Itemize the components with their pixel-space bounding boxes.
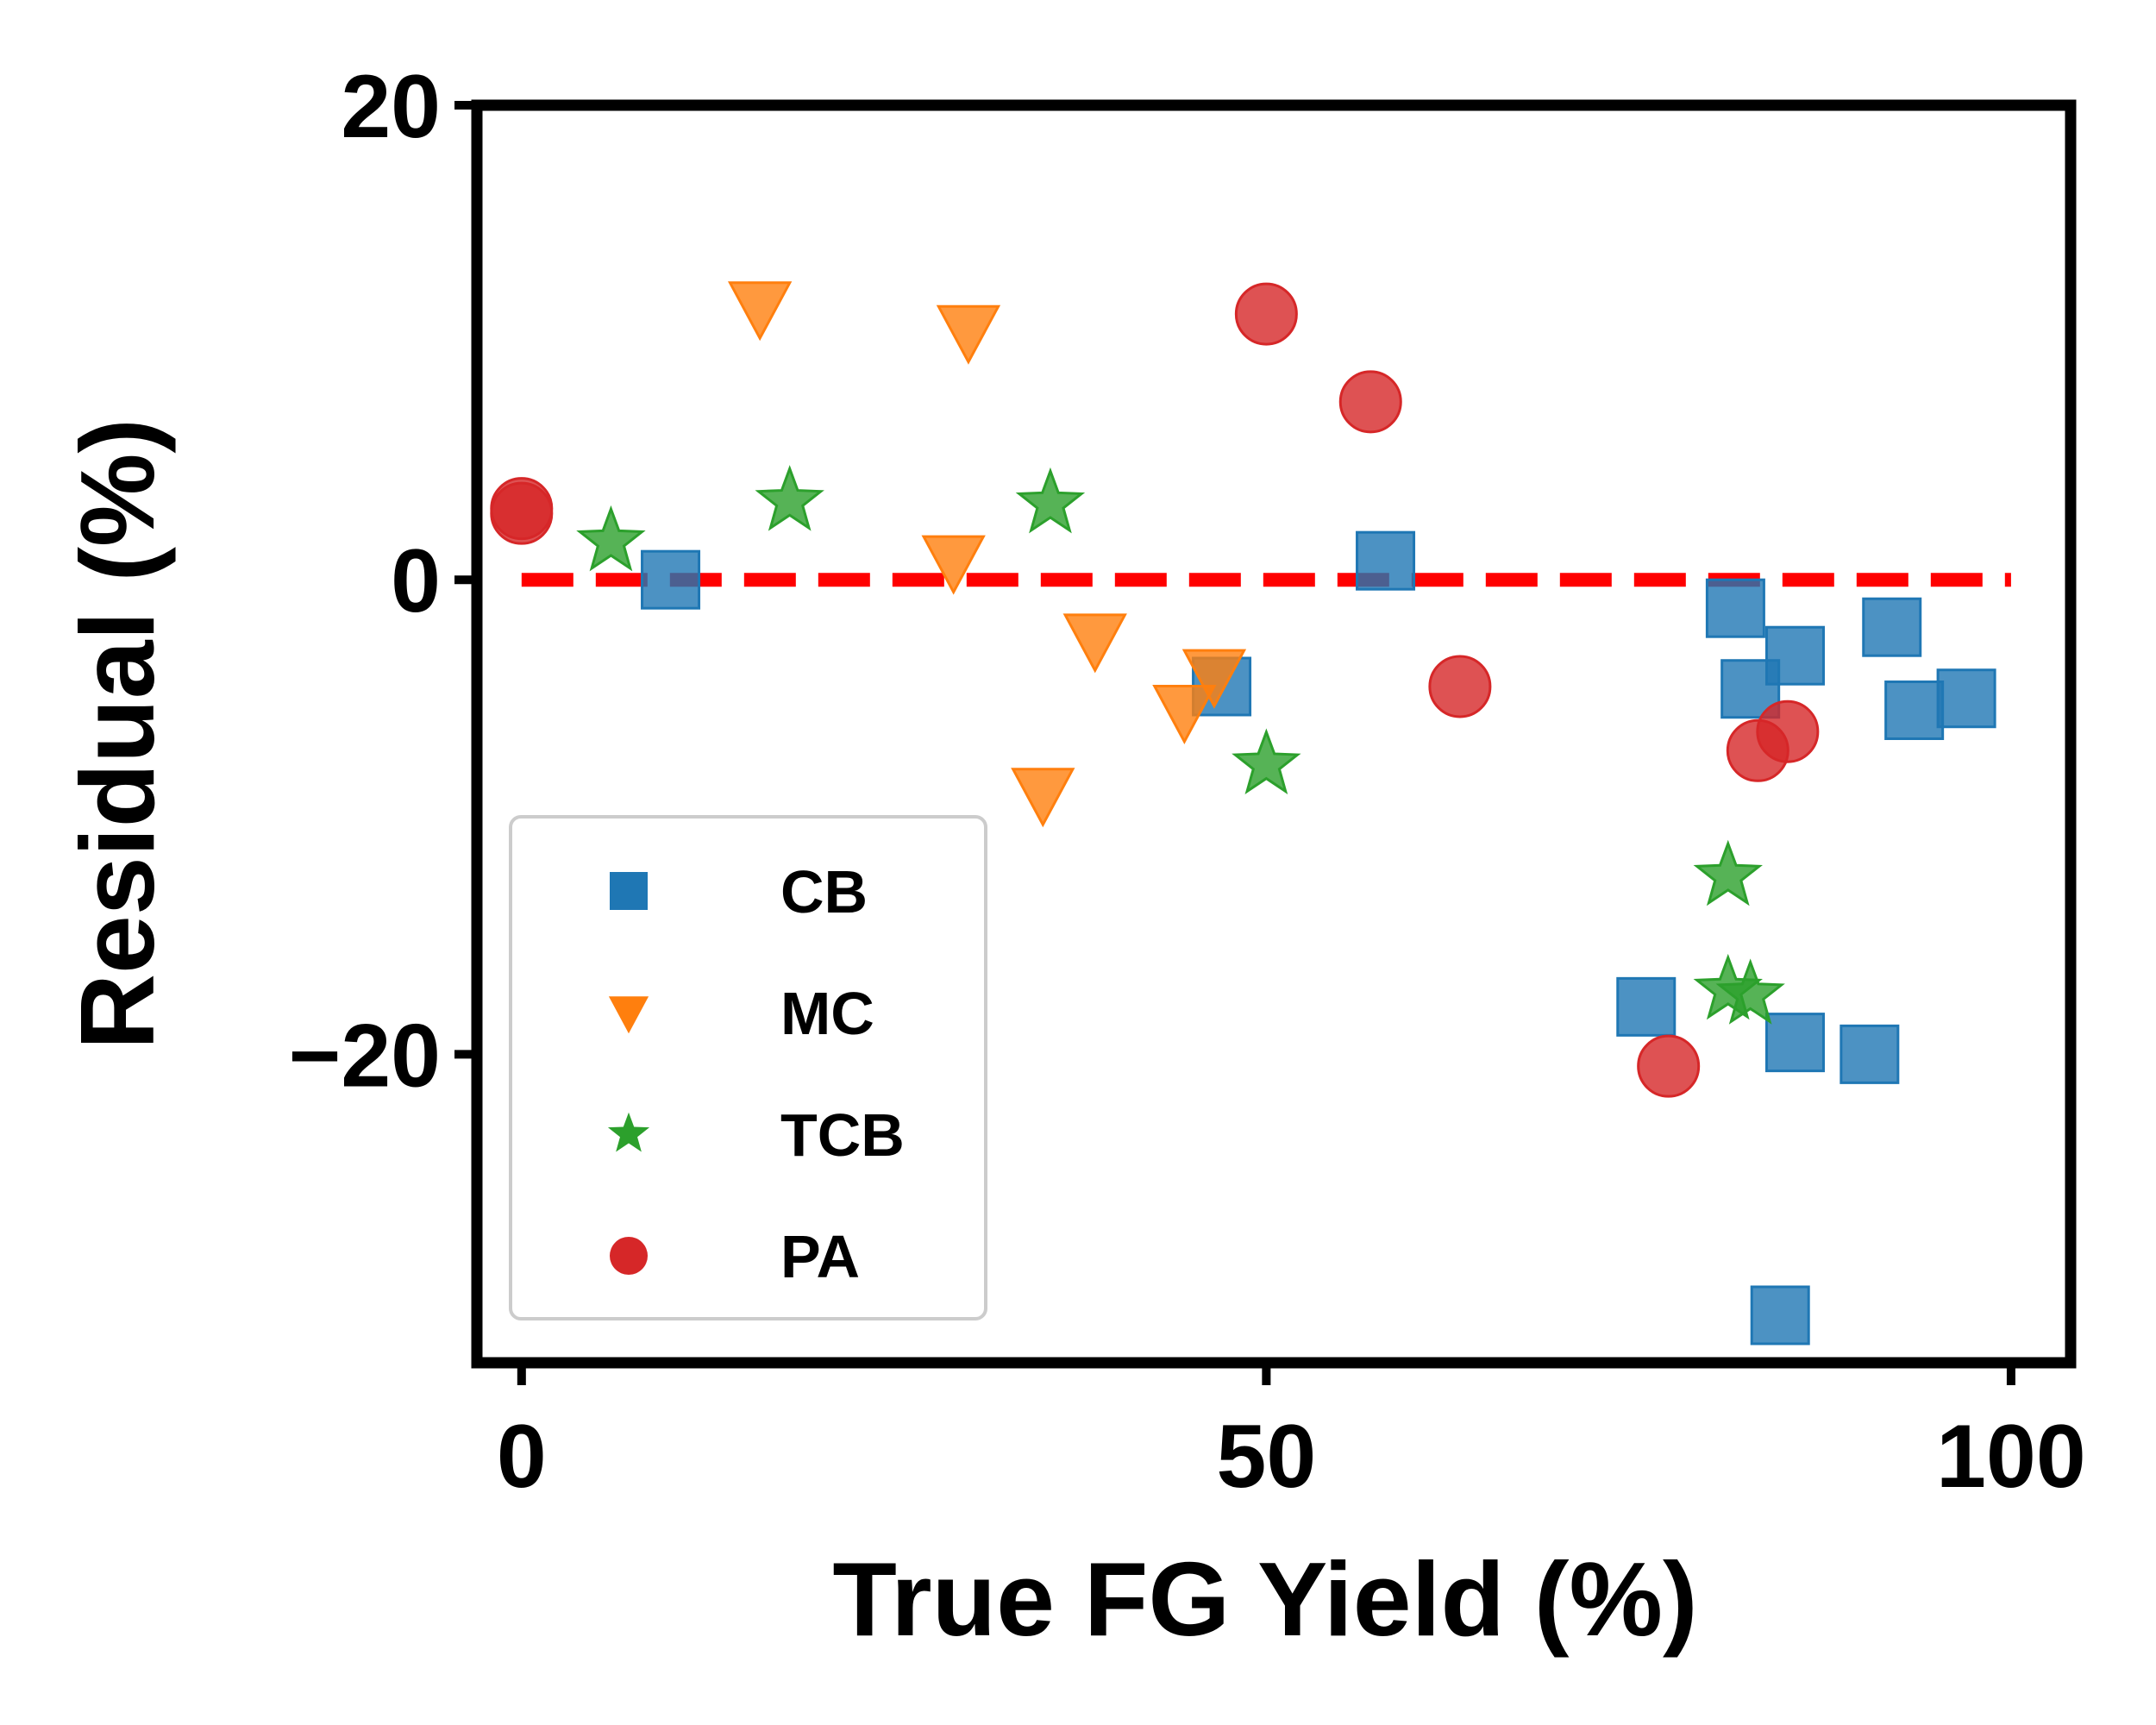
data-point — [1715, 958, 1785, 1025]
data-point — [1616, 976, 1677, 1037]
data-point — [921, 535, 986, 595]
x-tick-label: 0 — [497, 1407, 547, 1507]
legend-label: MC — [780, 980, 874, 1047]
x-tick-label: 100 — [1936, 1407, 2086, 1507]
data-point — [1884, 680, 1945, 740]
legend-marker — [607, 1112, 650, 1152]
data-point — [1181, 649, 1247, 709]
data-point — [1756, 699, 1820, 763]
legend-label: CB — [780, 858, 868, 925]
legend-frame — [509, 815, 987, 1320]
y-tick-label: 0 — [391, 531, 441, 631]
legend-entry-pa: PA — [610, 1223, 860, 1290]
data-point — [1693, 839, 1763, 906]
series-pa — [490, 282, 1820, 1098]
data-point — [1152, 684, 1217, 744]
y-axis-title: Residual (%) — [59, 418, 176, 1050]
data-point — [1428, 655, 1492, 718]
data-points-layer — [490, 281, 1996, 1346]
y-tick-label: 20 — [341, 57, 441, 157]
data-point — [1936, 668, 1996, 729]
data-point — [1764, 625, 1825, 686]
series-mc — [727, 281, 1247, 828]
data-point — [1764, 1013, 1825, 1073]
x-axis-title: True FG Yield (%) — [832, 1540, 1697, 1658]
x-tick-label: 50 — [1217, 1407, 1317, 1507]
data-point — [1750, 1285, 1810, 1346]
legend-label: PA — [780, 1223, 860, 1290]
data-point — [1356, 530, 1416, 591]
data-point — [1862, 597, 1922, 657]
data-point — [1011, 768, 1075, 828]
y-tick-label: −20 — [289, 1006, 441, 1106]
legend-marker — [608, 996, 649, 1034]
series-tcb — [576, 465, 1785, 1025]
data-point — [641, 549, 701, 610]
plot-frame — [471, 99, 2077, 1369]
legend-label: TCB — [780, 1101, 905, 1169]
data-point — [1705, 578, 1765, 638]
legend-items: CB MC TCB PA — [607, 858, 905, 1290]
data-point — [1637, 1034, 1701, 1098]
data-point — [936, 304, 1001, 365]
data-point — [1338, 370, 1402, 434]
data-point — [1062, 613, 1127, 674]
legend-marker — [610, 1237, 648, 1275]
legend-entry-mc: MC — [608, 980, 874, 1047]
data-point — [727, 281, 793, 342]
legend-marker — [610, 872, 648, 910]
data-point — [1234, 282, 1298, 346]
data-point — [490, 481, 554, 545]
data-point — [1232, 728, 1301, 794]
data-point — [1839, 1024, 1900, 1084]
legend-entry-tcb: TCB — [607, 1101, 905, 1169]
axis-ticks-layer: 0 50 100 −20 0 20 — [289, 57, 2086, 1507]
data-point — [1015, 467, 1086, 534]
legend: CB MC TCB PA — [509, 815, 987, 1320]
data-point — [755, 465, 824, 531]
data-point — [576, 505, 646, 572]
legend-entry-cb: CB — [610, 858, 868, 925]
